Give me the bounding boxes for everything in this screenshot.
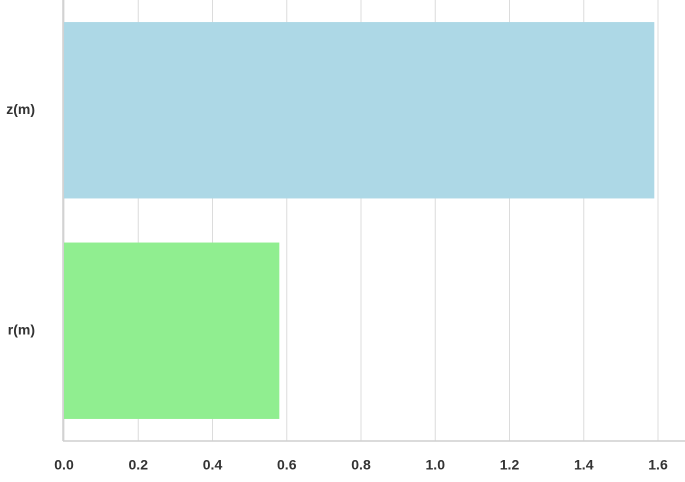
y-tick-label: z(m) bbox=[6, 101, 35, 117]
x-tick-label: 1.4 bbox=[574, 457, 594, 473]
bar bbox=[64, 242, 280, 419]
x-tick-label: 0.6 bbox=[277, 457, 297, 473]
x-tick-label: 0.0 bbox=[54, 457, 74, 473]
bar bbox=[64, 22, 655, 199]
x-tick-label: 1.6 bbox=[648, 457, 668, 473]
x-tick-label: 0.8 bbox=[351, 457, 371, 473]
x-tick-label: 1.0 bbox=[426, 457, 446, 473]
x-tick-label: 0.4 bbox=[203, 457, 223, 473]
x-tick-label: 1.2 bbox=[500, 457, 520, 473]
y-tick-label: r(m) bbox=[8, 321, 35, 337]
x-tick-label: 0.2 bbox=[129, 457, 149, 473]
